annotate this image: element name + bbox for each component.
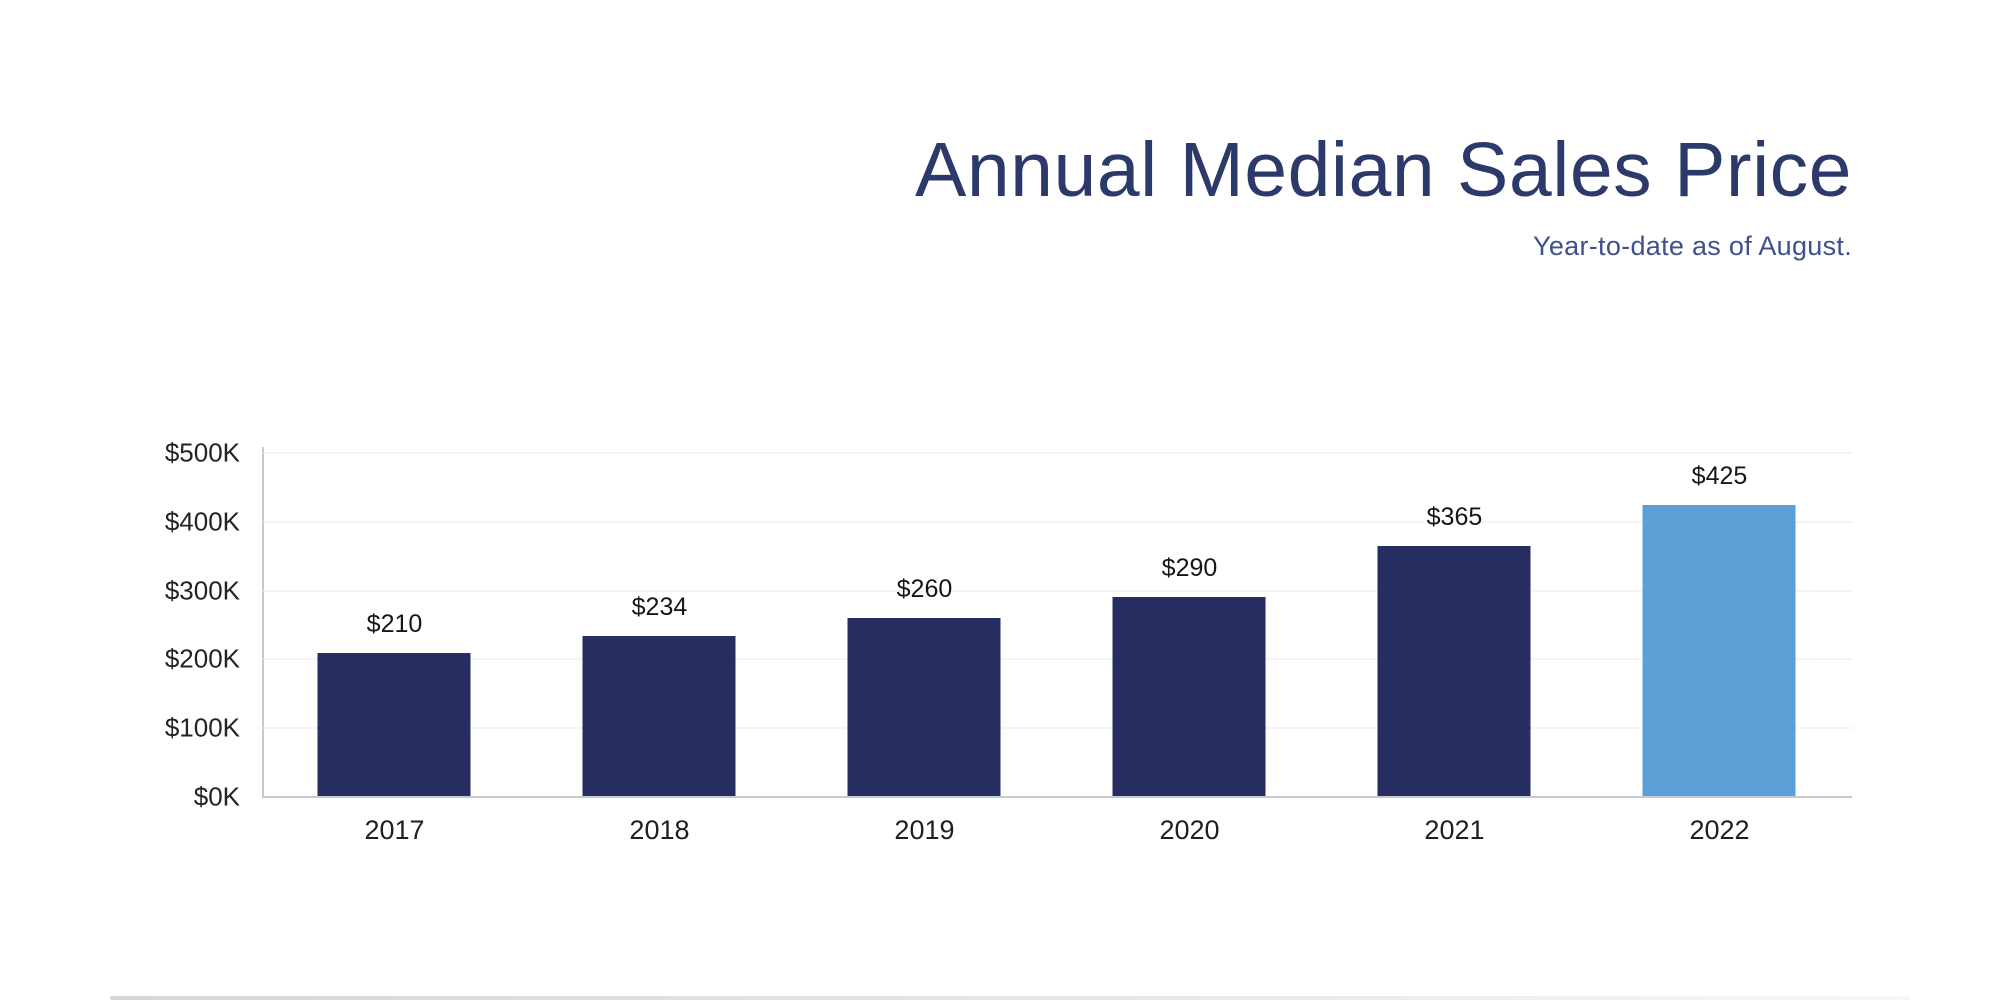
- x-axis-line: [262, 796, 1852, 798]
- chart-subtitle: Year-to-date as of August.: [1532, 230, 1852, 261]
- plot-area: $210 2017 $234 2018 $260 2019 $290 2020 $365 2021…: [262, 447, 1852, 845]
- chart-title: Annual Median Sales Price: [914, 127, 1852, 213]
- bar-2022: [1642, 504, 1796, 797]
- gridline: [262, 658, 1852, 660]
- y-tick-label: $300K: [164, 575, 240, 606]
- gridline: [262, 452, 1852, 454]
- x-tick-label-2022: 2022: [1689, 815, 1750, 845]
- value-label-2020: $290: [1161, 554, 1218, 583]
- value-label-2018: $234: [631, 593, 688, 622]
- y-axis-line: [262, 447, 264, 797]
- gridline: [262, 521, 1852, 523]
- bar-group-2018: $234 2018: [527, 453, 792, 845]
- value-label-2021: $365: [1426, 502, 1483, 531]
- x-tick-label-2021: 2021: [1424, 815, 1485, 845]
- y-axis: $0K $100K $200K $300K $400K $500K: [140, 438, 240, 812]
- bar-2018: [582, 636, 736, 797]
- chart-header: Annual Median Sales Price Year-to-date a…: [915, 130, 1852, 262]
- bar-group-2017: $210 2017: [262, 453, 527, 845]
- bar-2019: [847, 618, 1001, 797]
- x-tick-label-2017: 2017: [364, 815, 425, 845]
- page-edge-shadow: [110, 996, 1910, 1000]
- y-tick-label: $400K: [164, 506, 240, 537]
- x-tick-label-2020: 2020: [1159, 815, 1220, 845]
- value-label-2019: $260: [896, 575, 953, 604]
- bar-group-2020: $290 2020: [1057, 453, 1322, 845]
- gridline: [262, 590, 1852, 592]
- x-tick-label-2019: 2019: [894, 815, 955, 845]
- x-tick-label-2018: 2018: [629, 815, 690, 845]
- bar-2021: [1377, 545, 1531, 797]
- bar-group-2021: $365 2021: [1322, 453, 1587, 845]
- y-tick-label: $200K: [164, 643, 240, 674]
- bar-group-2022: $425 2022: [1587, 453, 1852, 845]
- y-tick-label: $0K: [193, 781, 240, 812]
- bar-2020: [1112, 597, 1266, 797]
- bar-2017: [317, 652, 471, 797]
- value-label-2017: $210: [366, 609, 423, 638]
- bar-group-2019: $260 2019: [792, 453, 1057, 845]
- value-label-2022: $425: [1691, 461, 1748, 490]
- y-tick-label: $100K: [164, 712, 240, 743]
- y-tick-label: $500K: [164, 437, 240, 468]
- gridline: [262, 727, 1852, 729]
